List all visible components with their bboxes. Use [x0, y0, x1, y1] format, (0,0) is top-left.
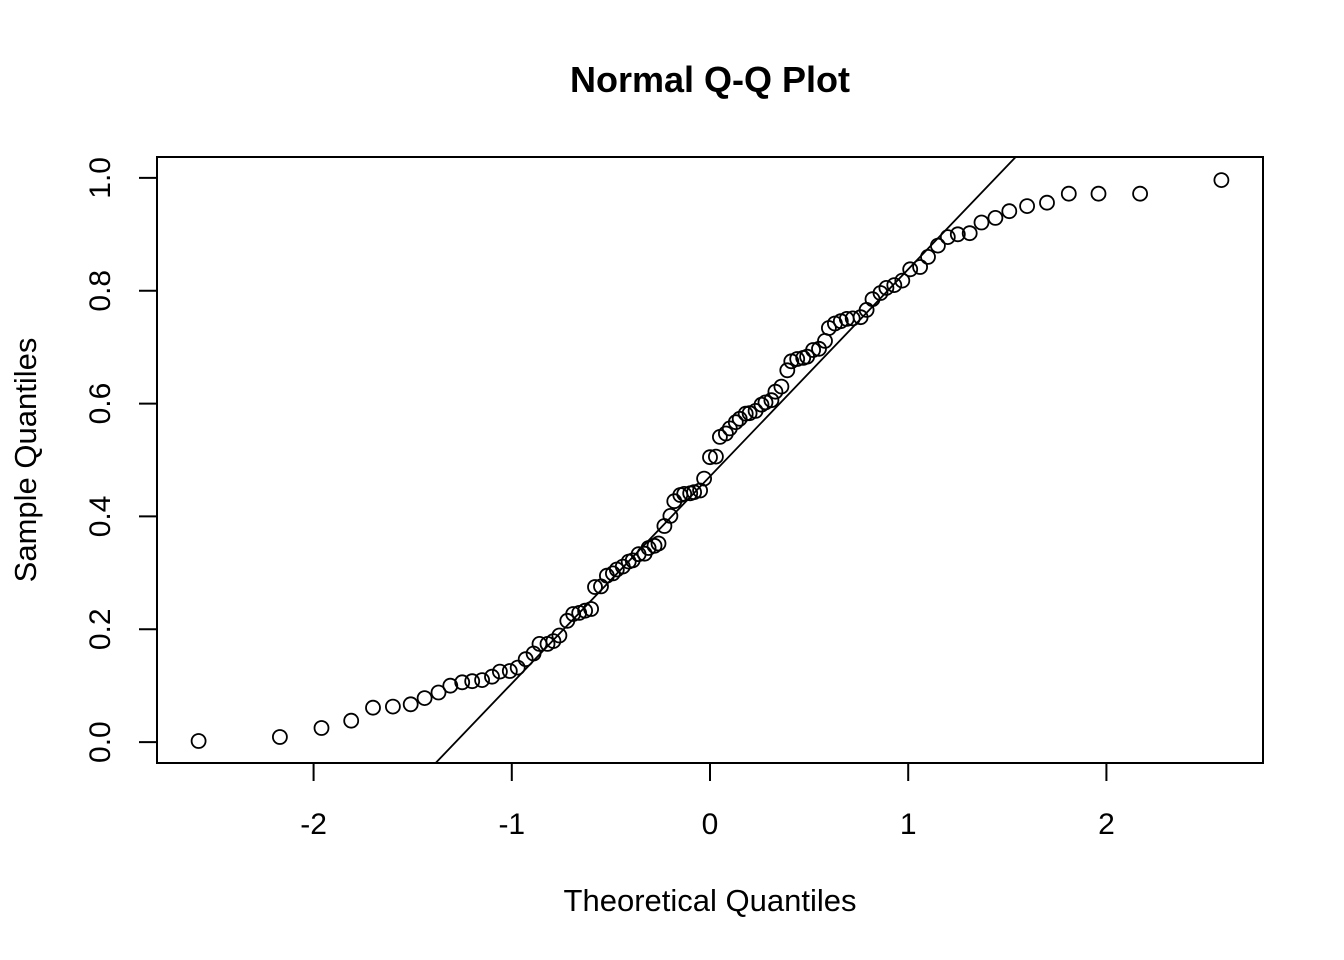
data-point	[484, 668, 500, 685]
data-point	[343, 712, 360, 729]
data-point	[662, 508, 679, 524]
data-point	[1213, 172, 1230, 189]
chart-title: Normal Q-Q Plot	[570, 59, 850, 100]
data-point	[805, 342, 821, 358]
data-point	[271, 729, 288, 745]
data-point	[676, 485, 693, 502]
data-point	[577, 602, 593, 619]
data-point	[886, 277, 903, 294]
data-point	[763, 392, 780, 409]
x-axis: -2 -1 0 1 2	[300, 762, 1115, 841]
x-tick-label: -2	[300, 808, 327, 841]
data-point	[501, 663, 518, 679]
data-point	[1001, 203, 1018, 220]
data-point	[1090, 185, 1107, 202]
y-tick-label: 0.8	[84, 270, 117, 312]
data-point	[961, 225, 978, 242]
reference-line	[434, 156, 1017, 764]
data-point	[1019, 198, 1035, 215]
data-point	[718, 425, 734, 442]
data-point	[902, 261, 919, 278]
data-point	[430, 684, 447, 701]
data-point	[650, 535, 667, 552]
y-tick-label: 0.2	[84, 608, 117, 650]
data-point	[811, 340, 827, 357]
data-point	[565, 606, 582, 622]
x-axis-label: Theoretical Quantiles	[564, 883, 857, 918]
data-point	[912, 259, 928, 275]
data-point	[509, 659, 526, 676]
y-tick-label: 1.0	[84, 157, 117, 199]
x-tick-label: 2	[1098, 808, 1115, 841]
data-point	[686, 484, 702, 501]
data-point	[949, 226, 966, 243]
data-point	[474, 672, 491, 688]
x-tick-label: 0	[702, 808, 719, 841]
data-point	[894, 272, 911, 289]
data-point	[1060, 185, 1077, 202]
data-points	[190, 172, 1230, 749]
data-point	[587, 579, 603, 595]
data-point	[656, 518, 673, 534]
data-point	[313, 720, 330, 736]
data-point	[779, 362, 796, 379]
data-point	[708, 448, 724, 465]
data-point	[402, 696, 419, 713]
data-point	[844, 310, 861, 327]
data-point	[551, 627, 568, 644]
y-tick-label: 0.6	[84, 383, 117, 425]
data-point	[773, 378, 790, 395]
y-tick-label: 0.0	[84, 721, 117, 763]
y-tick-label: 0.4	[84, 496, 117, 538]
data-point	[491, 663, 508, 680]
data-point	[987, 209, 1004, 226]
data-point	[1039, 194, 1055, 211]
data-point	[454, 674, 471, 691]
data-point	[384, 698, 401, 715]
data-point	[696, 470, 712, 487]
data-point	[727, 414, 744, 431]
data-point	[416, 690, 433, 706]
data-point	[365, 699, 381, 716]
reference-line-group	[434, 156, 1017, 764]
data-point	[517, 651, 534, 668]
data-point	[442, 677, 459, 694]
data-point	[878, 279, 895, 296]
data-point	[939, 229, 956, 246]
data-point	[789, 351, 806, 367]
data-point	[920, 248, 936, 265]
data-point	[464, 673, 481, 690]
data-point	[1132, 185, 1148, 202]
y-axis-label: Sample Quantiles	[8, 338, 43, 583]
x-tick-label: 1	[900, 808, 917, 841]
data-point	[190, 733, 207, 749]
x-tick-label: -1	[498, 808, 525, 841]
y-axis: 0.0 0.2 0.4 0.6 0.8 1.0	[84, 157, 158, 763]
data-point	[973, 214, 990, 231]
data-point	[702, 449, 718, 466]
